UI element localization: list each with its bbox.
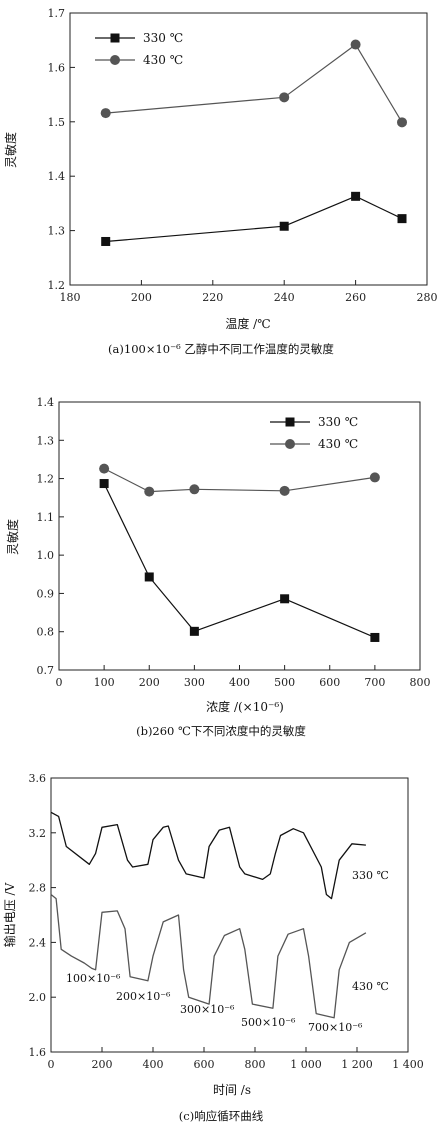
series-line-1	[105, 195, 403, 243]
data-point-square	[370, 632, 380, 642]
y-tick-label: 1.5	[48, 116, 66, 129]
series-line-1	[103, 483, 376, 639]
chart-a: 180 200 220 240 260 280 1.2 1.3 1.4 1.5 1.6 1.7 330…	[3, 7, 438, 356]
legend-marker-circle	[285, 439, 295, 449]
x-tick-label: 240	[274, 291, 295, 304]
data-point-square	[351, 191, 361, 201]
chart-caption: (c)响应循环曲线	[179, 1109, 264, 1123]
legend-label: 330 ℃	[318, 415, 358, 429]
y-tick-label: 1.2	[48, 279, 66, 292]
y-tick-label: 1.3	[48, 225, 66, 238]
chart-caption: (b)260 ℃下不同浓度中的灵敏度	[136, 724, 306, 738]
data-point-circle	[369, 472, 380, 483]
x-tick-label: 180	[60, 291, 81, 304]
data-point-square	[144, 572, 154, 582]
y-axis-label: 灵敏度	[3, 132, 18, 168]
x-tick-label: 800	[245, 1058, 266, 1071]
x-tick-label: 1 400	[392, 1058, 424, 1071]
y-tick-label: 1.2	[37, 473, 55, 486]
data-point-circle	[100, 108, 111, 119]
y-tick-label: 1.1	[37, 511, 55, 524]
data-point-square	[101, 236, 111, 246]
y-tick-label: 1.4	[48, 170, 66, 183]
y-tick-label: 3.6	[29, 772, 47, 785]
plot-frame	[58, 401, 421, 671]
y-tick-label: 1.3	[37, 434, 55, 447]
y-tick-label: 1.6	[48, 61, 66, 74]
data-point-square	[280, 594, 290, 604]
x-axis-label: 时间 /s	[213, 1083, 251, 1097]
y-tick-label: 1.4	[37, 396, 55, 409]
x-tick-label: 0	[48, 1058, 55, 1071]
data-point-circle	[189, 484, 200, 495]
x-axis-label: 浓度 /(×10⁻⁶)	[206, 699, 284, 714]
y-tick-label: 3.2	[29, 827, 47, 840]
x-tick-label: 400	[143, 1058, 164, 1071]
data-point-square	[99, 479, 109, 489]
plot-frame	[50, 777, 409, 1053]
x-axis-label: 温度 /℃	[225, 316, 270, 331]
chart-caption: (a)100×10⁻⁶ 乙醇中不同工作温度的灵敏度	[108, 342, 334, 356]
x-tick-label: 1 000	[290, 1058, 322, 1071]
data-point-circle	[350, 39, 361, 50]
x-tick-label: 280	[417, 291, 438, 304]
plot-frame	[69, 12, 428, 286]
x-tick-label: 200	[131, 291, 152, 304]
y-tick-label: 1.0	[37, 549, 55, 562]
y-tick-label: 0.7	[37, 664, 55, 677]
x-tick-label: 600	[319, 676, 340, 689]
y-tick-label: 1.6	[29, 1046, 47, 1059]
y-axis-label: 灵敏度	[5, 519, 20, 555]
legend-label: 430 ℃	[143, 53, 183, 67]
annotation-label: 300×10⁻⁶	[180, 1003, 235, 1016]
x-tick-label: 600	[194, 1058, 215, 1071]
data-point-circle	[279, 92, 290, 103]
x-tick-label: 300	[184, 676, 205, 689]
annotation-label: 100×10⁻⁶	[66, 972, 121, 985]
x-tick-label: 200	[92, 1058, 113, 1071]
data-point-circle	[99, 463, 110, 474]
x-tick-label: 800	[410, 676, 431, 689]
x-tick-label: 220	[202, 291, 223, 304]
annotation-label: 700×10⁻⁶	[308, 1021, 363, 1034]
x-tick-label: 100	[94, 676, 115, 689]
x-tick-label: 1 200	[341, 1058, 373, 1071]
data-point-circle	[397, 117, 408, 128]
series-line-2	[103, 468, 375, 493]
y-tick-label: 2.0	[29, 991, 47, 1004]
data-point-square	[279, 221, 289, 231]
data-point-square	[397, 214, 407, 224]
chart-b: 0 100 200 300 400 500 600 700 800 0.7 0.8 0.9 1.0 1.1…	[5, 396, 431, 738]
y-axis-label: 输出电压 /V	[2, 882, 17, 947]
data-point-square	[189, 626, 199, 636]
series-line-1	[50, 811, 366, 900]
legend-marker-square	[110, 33, 120, 43]
chart-c: 0 200 400 600 800 1 000 1 200 1 400 1.6 2.0 2.4 2.8…	[2, 772, 424, 1123]
y-tick-label: 0.8	[37, 626, 55, 639]
y-tick-label: 1.7	[48, 7, 66, 20]
data-point-circle	[144, 486, 155, 497]
x-tick-label: 0	[56, 676, 63, 689]
data-point-circle	[279, 485, 290, 496]
y-tick-label: 2.8	[29, 882, 47, 895]
annotation-label: 330 ℃	[352, 869, 389, 882]
legend-label: 430 ℃	[318, 437, 358, 451]
x-tick-label: 700	[364, 676, 385, 689]
series-line-2	[50, 893, 367, 1019]
x-tick-label: 200	[139, 676, 160, 689]
x-tick-label: 260	[345, 291, 366, 304]
annotation-label: 500×10⁻⁶	[241, 1016, 296, 1029]
legend-label: 330 ℃	[143, 31, 183, 45]
annotation-label: 200×10⁻⁶	[116, 990, 171, 1003]
series-line-2	[105, 43, 403, 123]
x-tick-label: 400	[229, 676, 250, 689]
y-tick-label: 0.9	[37, 587, 55, 600]
legend-marker-square	[285, 417, 295, 427]
annotation-label: 430 ℃	[352, 980, 389, 993]
legend-marker-circle	[110, 55, 120, 65]
x-tick-label: 500	[274, 676, 295, 689]
y-tick-label: 2.4	[29, 936, 47, 949]
